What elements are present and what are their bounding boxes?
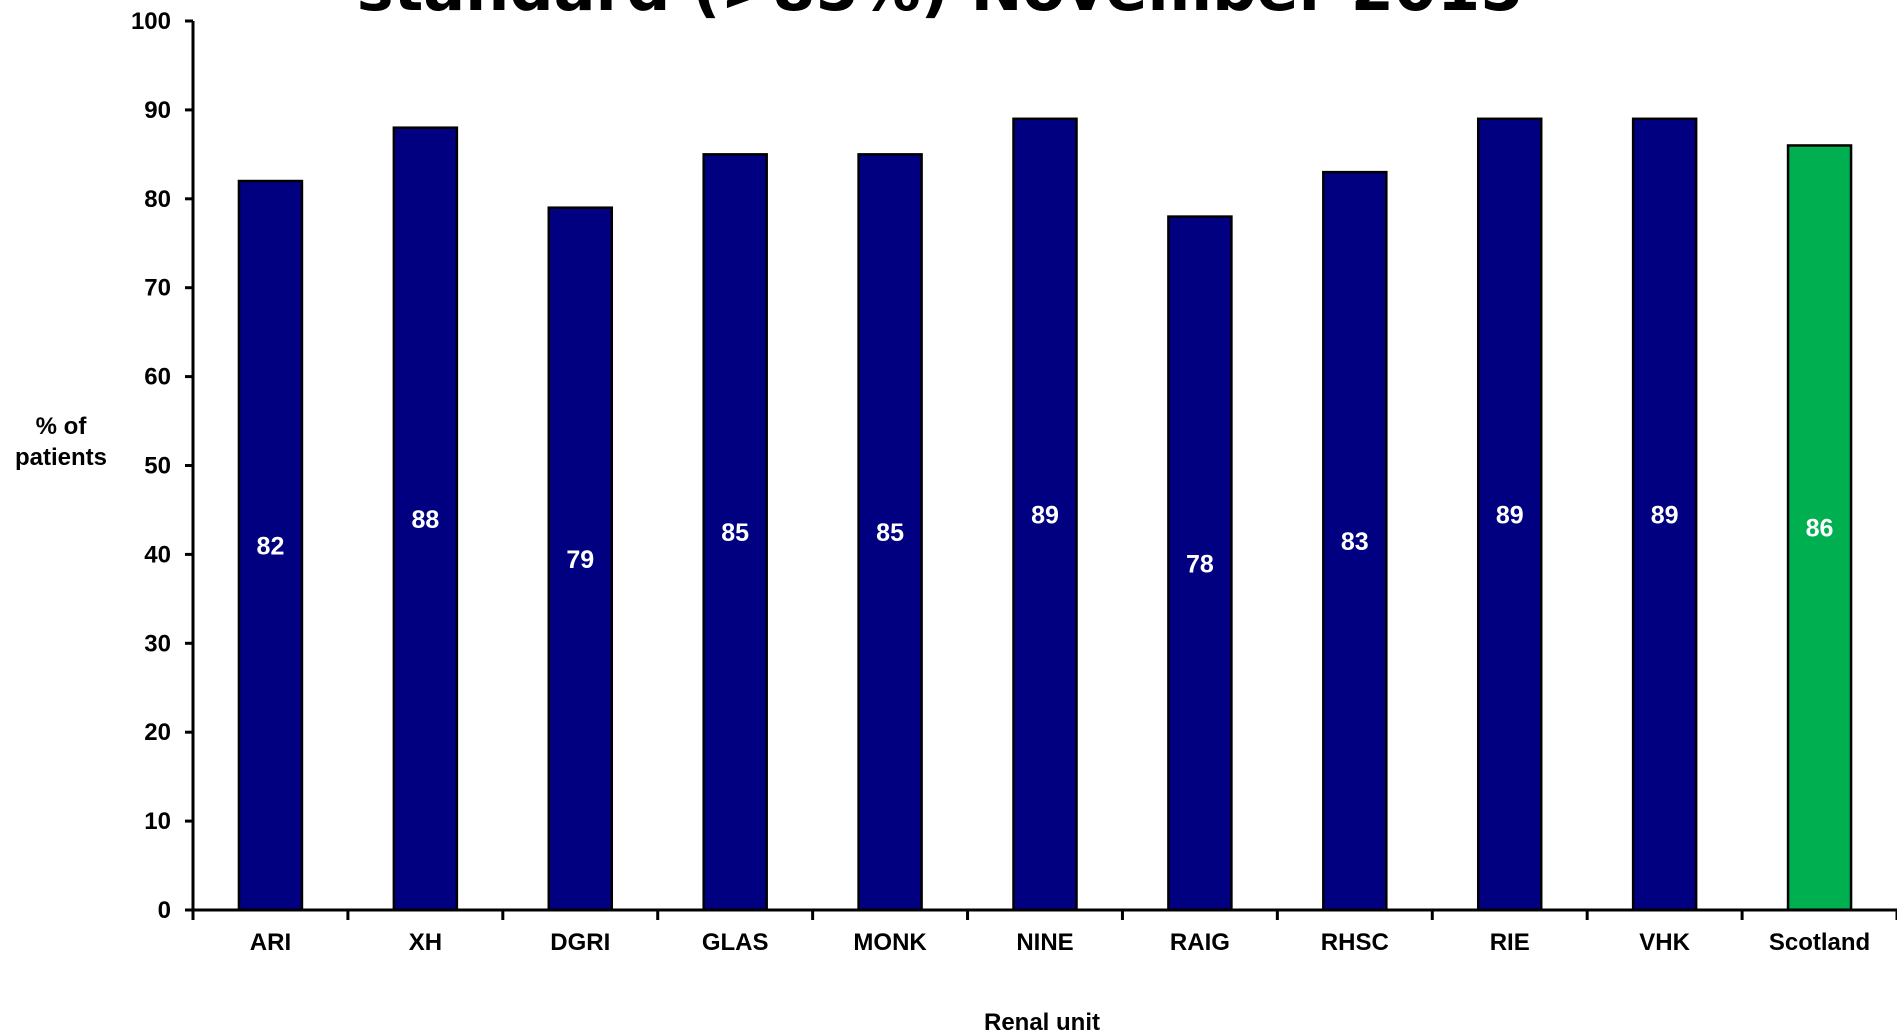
bar-value-label: 89: [1031, 501, 1059, 529]
bar-value-label: 78: [1186, 550, 1214, 578]
bar-value-label: 86: [1806, 515, 1834, 543]
bar: [237, 179, 304, 912]
bar: [547, 206, 614, 912]
bar-value-label: 85: [721, 519, 749, 547]
x-tick-label: Scotland: [1769, 929, 1870, 956]
bar-value-label: 83: [1341, 528, 1369, 556]
y-tick-label: 90: [144, 97, 171, 124]
bar-value-label: 85: [876, 519, 904, 547]
x-tick-label: NINE: [1016, 929, 1073, 956]
bar-value-label: 88: [411, 506, 439, 534]
y-tick-label: 10: [144, 808, 171, 835]
bar: [702, 153, 768, 912]
bar-value-label: 89: [1496, 501, 1524, 529]
x-tick-label: VHK: [1639, 929, 1690, 956]
y-axis-title: % of patients: [15, 413, 107, 471]
x-tick-label: RIE: [1490, 929, 1530, 956]
x-tick-label: RHSC: [1321, 929, 1389, 956]
bar-value-label: 89: [1651, 501, 1679, 529]
chart-title: standard (>85%) November 2015: [357, 0, 1524, 25]
bar: [1476, 117, 1543, 912]
bar-value-label: 82: [257, 533, 285, 561]
bars: 82 88 79 85 85 89 78 83 89 89 86: [237, 117, 1853, 912]
x-axis-ticks: ARI XH DGRI GLAS MONK NINE RAIG RHSC RIE VHK Scotl…: [191, 910, 1897, 956]
x-axis-title: Renal unit: [984, 1009, 1100, 1034]
y-tick-label: 20: [144, 719, 171, 746]
y-tick-label: 80: [144, 186, 171, 213]
y-tick-label: 0: [158, 897, 171, 924]
x-tick-label: XH: [409, 929, 442, 956]
y-tick-label: 70: [144, 275, 171, 302]
y-tick-label: 100: [131, 8, 171, 35]
y-axis-title-line: % of: [36, 413, 88, 440]
bar: [1167, 215, 1233, 912]
x-tick-label: DGRI: [550, 929, 610, 956]
bar: [1631, 117, 1698, 912]
bar: [392, 126, 459, 912]
y-axis-ticks: 0 10 20 30 40 50 60 70 80 90 100: [131, 8, 193, 924]
bar: [1322, 170, 1388, 912]
x-tick-label: RAIG: [1170, 929, 1230, 956]
y-tick-label: 60: [144, 364, 171, 391]
bar: [857, 153, 923, 912]
x-tick-label: GLAS: [702, 929, 769, 956]
y-tick-label: 40: [144, 541, 171, 568]
bar: [1786, 144, 1853, 912]
y-tick-label: 30: [144, 630, 171, 657]
bar: [1012, 117, 1078, 912]
y-tick-label: 50: [144, 453, 171, 480]
x-tick-label: MONK: [853, 929, 927, 956]
y-axis-title-line: patients: [15, 444, 107, 471]
x-tick-label: ARI: [250, 929, 291, 956]
bar-value-label: 79: [566, 546, 594, 574]
